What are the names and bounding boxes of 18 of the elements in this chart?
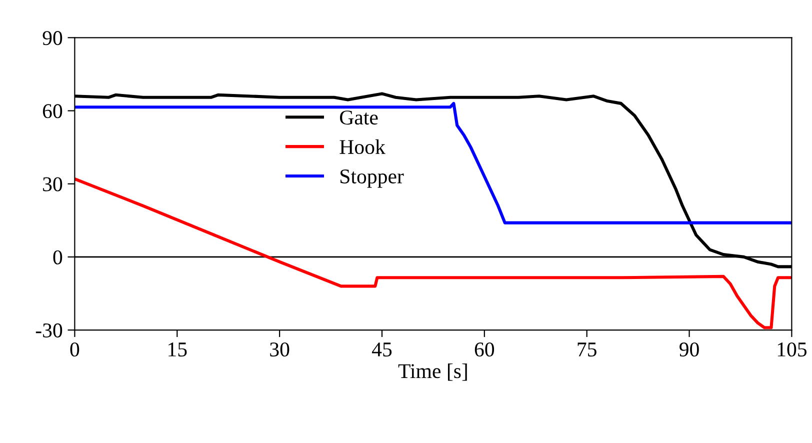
y-tick-label: 60 [42, 104, 62, 118]
legend-label: Hook [340, 139, 386, 154]
y-tick-label: 0 [53, 250, 62, 264]
x-tick-label: 45 [372, 342, 392, 356]
x-tick-label: 15 [168, 342, 187, 356]
x-tick-label: 60 [474, 342, 494, 356]
legend-label: Gate [340, 110, 378, 125]
y-tick-label: 30 [43, 177, 62, 192]
x-tick-label: 90 [680, 342, 699, 356]
legend-label: Stopper [340, 169, 404, 188]
x-tick-label: 0 [70, 342, 80, 356]
y-tick-label: 90 [42, 31, 62, 46]
x-tick-label: 75 [578, 342, 596, 356]
x-tick-label: 30 [270, 342, 290, 356]
x-axis-title: Time [s] [398, 364, 467, 381]
y-tick-label: -30 [36, 323, 62, 338]
x-tick-label: 105 [778, 342, 807, 356]
line-series [74, 102, 792, 224]
